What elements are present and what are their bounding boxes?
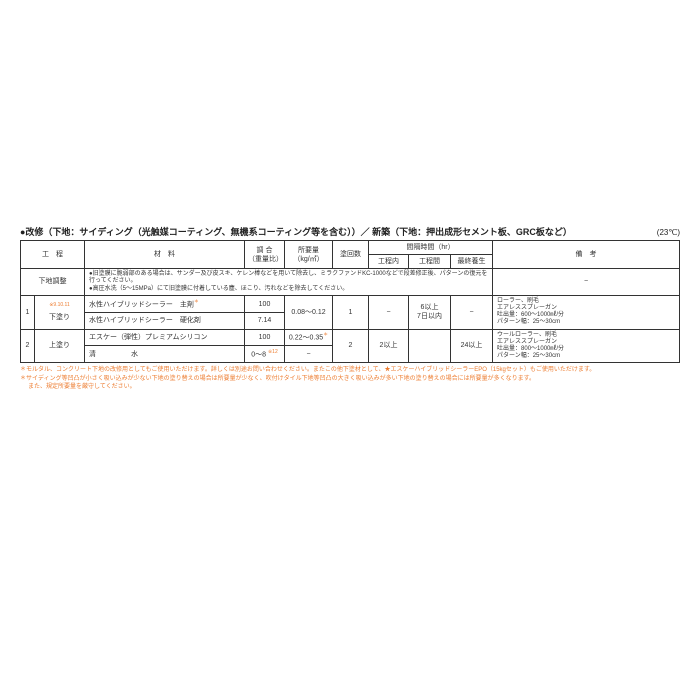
r1-kaisu: 1 (333, 295, 369, 329)
r2-saishuu: 24以上 (451, 329, 493, 363)
r1-kouteikan: 6以上 7日以内 (409, 295, 451, 329)
r2-mat2: 清 水 (85, 346, 245, 363)
r2-shoyou: 0.22〜0.35＊ (285, 329, 333, 346)
row-1a: 1 ※9.10.11 下塗り 水性ハイブリッドシーラー 主剤＊ 100 0.08… (21, 295, 680, 313)
r1-bikou: ローラー、刷毛 エアレススプレーガン 吐出量：600〜1000㎖/分 パターン幅… (493, 295, 680, 329)
r2-mat1: エスケー（弾性）プレミアムシリコン (85, 329, 245, 346)
r1-saishuu: − (451, 295, 493, 329)
col-kankaku-group: 間隔時間（hr） (369, 241, 493, 255)
row-2a: 2 上塗り エスケー（弾性）プレミアムシリコン 100 0.22〜0.35＊ 2… (21, 329, 680, 346)
r1-num: 1 (21, 295, 35, 329)
spec-table-section: ●改修（下地：サイディング（光触媒コーティング、無機系コーティング等を含む））／… (20, 225, 680, 391)
r2-ratio2: 0〜8 ※12 (245, 346, 285, 363)
r2-kaisu: 2 (333, 329, 369, 363)
r1-ratio2: 7.14 (245, 313, 285, 329)
r2-num: 2 (21, 329, 35, 363)
r1-ratio1: 100 (245, 295, 285, 313)
col-koutei: 工 程 (21, 241, 85, 269)
shitaji-desc: ●旧塗膜に脆弱部のある場合は、サンダー及び皮スキ、ケレン棒などを用いて除去し、ミ… (85, 269, 493, 296)
r2-bikou: ウールローラー、刷毛 エアレススプレーガン 吐出量：800〜1000㎖/分 パタ… (493, 329, 680, 363)
row-shitaji: 下地調整 ●旧塗膜に脆弱部のある場合は、サンダー及び皮スキ、ケレン棒などを用いて… (21, 269, 680, 296)
footnotes: ＊モルタル、コンクリート下地の改修用としてもご使用いただけます。詳しくは別途お問… (20, 366, 680, 391)
shitaji-label: 下地調整 (21, 269, 85, 296)
r2-kouteikan (409, 329, 451, 363)
r1-mat1: 水性ハイブリッドシーラー 主剤＊ (85, 295, 245, 313)
r2-ratio1: 100 (245, 329, 285, 346)
r1-label: ※9.10.11 下塗り (35, 295, 85, 329)
footnote-3: また、規定所要量を厳守してください。 (20, 383, 680, 391)
col-kaisu: 塗回数 (333, 241, 369, 269)
footnote-2: ＊サイディング等凹凸が小さく吸い込みが少ない下地の塗り替えの場合は所要量が少なく… (20, 375, 680, 383)
r1-kouteinai: − (369, 295, 409, 329)
col-shoyou: 所要量 （kg/㎡） (285, 241, 333, 269)
col-saishuu: 最終養生 (451, 255, 493, 269)
r1-shoyou: 0.08〜0.12 (285, 295, 333, 329)
r2-label: 上塗り (35, 329, 85, 363)
r2-kouteinai: 2以上 (369, 329, 409, 363)
temperature-note: (23℃) (657, 228, 680, 237)
col-chougo: 調 合 （重量比） (245, 241, 285, 269)
col-kouteikan: 工程間 (409, 255, 451, 269)
shitaji-bikou: − (493, 269, 680, 296)
section-title: ●改修（下地：サイディング（光触媒コーティング、無機系コーティング等を含む））／… (20, 225, 572, 238)
r2-shoyou2: − (285, 346, 333, 363)
footnote-1: ＊モルタル、コンクリート下地の改修用としてもご使用いただけます。詳しくは別途お問… (20, 366, 680, 374)
col-zairyou: 材 料 (85, 241, 245, 269)
r1-mat2: 水性ハイブリッドシーラー 硬化剤 (85, 313, 245, 329)
specification-table: 工 程 材 料 調 合 （重量比） 所要量 （kg/㎡） 塗回数 間隔時間（hr… (20, 240, 680, 363)
col-kouteinai: 工程内 (369, 255, 409, 269)
col-bikou: 備 考 (493, 241, 680, 269)
title-row: ●改修（下地：サイディング（光触媒コーティング、無機系コーティング等を含む））／… (20, 225, 680, 238)
